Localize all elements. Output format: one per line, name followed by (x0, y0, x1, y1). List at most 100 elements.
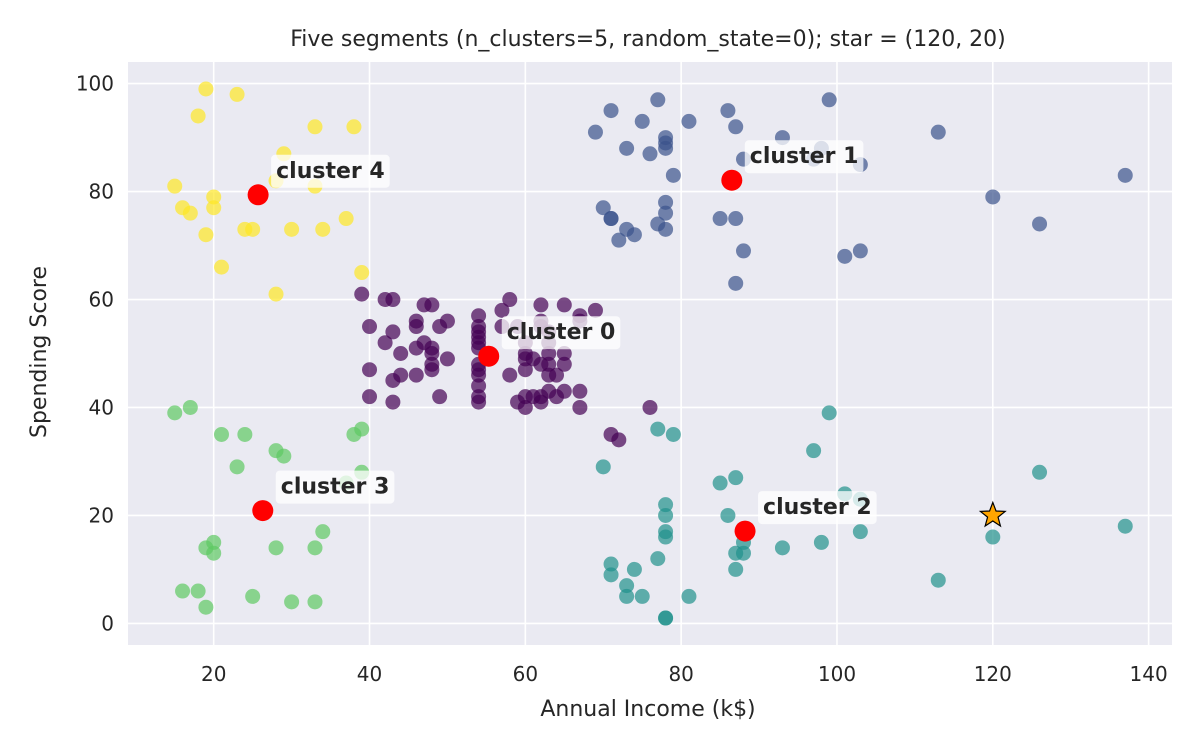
data-point-cluster-4 (213, 259, 229, 275)
data-point-cluster-2 (1117, 518, 1133, 534)
data-point-cluster-1 (728, 119, 744, 135)
data-point-cluster-4 (182, 205, 198, 221)
data-point-cluster-2 (681, 588, 697, 604)
data-point-cluster-2 (728, 561, 744, 577)
data-point-cluster-1 (658, 221, 674, 237)
data-point-cluster-1 (603, 211, 619, 227)
data-point-cluster-0 (642, 399, 658, 415)
centroid-label-box (501, 316, 621, 350)
data-point-cluster-0 (393, 367, 409, 383)
data-point-cluster-1 (603, 103, 619, 119)
data-point-cluster-2 (658, 610, 674, 626)
data-point-cluster-4 (284, 221, 300, 237)
centroid-label: cluster 3 (281, 475, 390, 500)
data-point-cluster-2 (595, 459, 611, 475)
data-point-cluster-1 (587, 124, 603, 140)
data-point-cluster-3 (237, 426, 253, 442)
data-point-cluster-4 (315, 221, 331, 237)
centroid-label: cluster 4 (276, 159, 385, 184)
x-axis-label: Annual Income (k$) (540, 697, 755, 722)
y-tick-label: 0 (101, 611, 114, 635)
data-point-cluster-1 (658, 194, 674, 210)
data-point-cluster-0 (556, 356, 572, 372)
data-point-cluster-0 (439, 313, 455, 329)
data-point-cluster-0 (587, 302, 603, 318)
data-point-cluster-1 (626, 227, 642, 243)
data-point-cluster-3 (182, 399, 198, 415)
data-point-cluster-1 (665, 167, 681, 183)
centroid-label: cluster 1 (750, 144, 859, 169)
data-point-cluster-1 (1117, 167, 1133, 183)
data-point-cluster-4 (190, 108, 206, 124)
star-marker (978, 500, 1007, 528)
data-point-cluster-0 (502, 292, 518, 308)
data-point-cluster-3 (268, 540, 284, 556)
data-point-cluster-2 (650, 551, 666, 567)
data-point-cluster-3 (307, 540, 323, 556)
data-point-cluster-4 (206, 200, 222, 216)
data-point-cluster-1 (619, 140, 635, 156)
data-point-cluster-1 (650, 92, 666, 108)
data-point-cluster-0 (517, 362, 533, 378)
data-point-cluster-1 (821, 92, 837, 108)
data-point-cluster-2 (720, 507, 736, 523)
data-point-cluster-3 (167, 405, 183, 421)
chart-title: Five segments (n_clusters=5, random_stat… (290, 27, 1006, 52)
centroid-marker (247, 184, 269, 206)
data-point-cluster-0 (385, 394, 401, 410)
y-tick-label: 80 (89, 180, 114, 204)
data-point-cluster-2 (985, 529, 1001, 545)
data-point-cluster-1 (852, 243, 868, 259)
data-point-cluster-0 (393, 346, 409, 361)
data-point-cluster-4 (167, 178, 183, 194)
data-point-cluster-4 (245, 221, 261, 237)
data-point-cluster-0 (502, 367, 518, 383)
data-point-cluster-0 (362, 389, 378, 405)
data-point-cluster-0 (556, 297, 572, 313)
data-point-cluster-4 (198, 227, 214, 243)
centroid-label-box (271, 154, 390, 188)
centroid-label: cluster 2 (763, 495, 872, 520)
data-point-cluster-3 (175, 583, 191, 599)
y-axis-label: Spending Score (27, 266, 52, 438)
y-tick-label: 40 (89, 395, 114, 419)
data-point-cluster-0 (471, 378, 487, 394)
data-point-cluster-0 (572, 399, 588, 415)
data-point-cluster-0 (471, 319, 487, 335)
data-point-cluster-0 (494, 302, 510, 318)
data-point-cluster-2 (634, 588, 650, 604)
x-tick-label: 60 (513, 662, 538, 686)
x-tick-label: 100 (818, 662, 856, 686)
data-point-cluster-0 (471, 367, 487, 383)
data-point-cluster-2 (665, 426, 681, 442)
data-point-cluster-4 (268, 286, 284, 302)
data-point-cluster-3 (276, 448, 292, 464)
data-point-cluster-2 (930, 572, 946, 588)
data-point-cluster-0 (362, 362, 378, 378)
data-point-cluster-3 (190, 583, 206, 599)
data-point-cluster-1 (658, 205, 674, 221)
data-point-cluster-0 (424, 346, 440, 361)
data-point-cluster-4 (338, 211, 354, 227)
centroid-label: cluster 0 (507, 320, 616, 345)
data-point-cluster-0 (611, 432, 627, 448)
data-point-cluster-1 (642, 146, 658, 162)
data-point-cluster-4 (354, 265, 370, 281)
centroid-label-box (758, 491, 877, 525)
data-point-cluster-0 (533, 297, 549, 313)
data-point-cluster-2 (728, 470, 744, 486)
data-point-cluster-2 (852, 524, 868, 540)
centroid-marker (734, 520, 756, 542)
data-point-cluster-1 (1032, 216, 1048, 232)
data-point-cluster-2 (626, 561, 642, 577)
x-tick-label: 20 (201, 662, 226, 686)
data-point-cluster-0 (362, 319, 378, 335)
data-point-cluster-1 (712, 211, 728, 227)
data-point-cluster-0 (432, 389, 448, 405)
data-point-cluster-4 (198, 81, 214, 97)
data-point-cluster-3 (213, 426, 229, 442)
data-point-cluster-2 (619, 588, 635, 604)
data-point-cluster-2 (658, 507, 674, 523)
x-tick-label: 40 (357, 662, 382, 686)
